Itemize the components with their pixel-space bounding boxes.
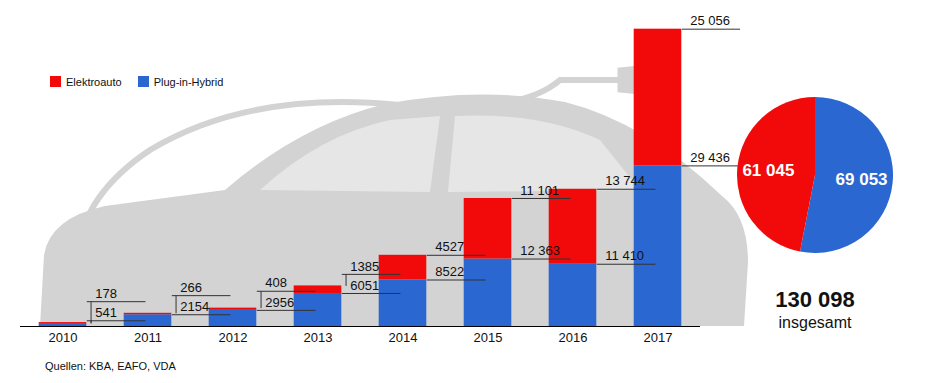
svg-text:69 053: 69 053 bbox=[836, 170, 888, 189]
html-text:Elektroauto: Elektroauto bbox=[66, 76, 122, 88]
svg-text:6051: 6051 bbox=[350, 278, 379, 293]
svg-text:13 744: 13 744 bbox=[605, 173, 645, 188]
svg-text:2012: 2012 bbox=[219, 330, 248, 345]
svg-text:2011: 2011 bbox=[134, 330, 162, 345]
svg-text:25 056: 25 056 bbox=[690, 13, 730, 28]
svg-text:2016: 2016 bbox=[559, 330, 588, 345]
svg-text:2956: 2956 bbox=[265, 295, 294, 310]
html-text:130 098: 130 098 bbox=[775, 287, 855, 312]
svg-text:2010: 2010 bbox=[49, 330, 78, 345]
html-text:Plug-in-Hybrid: Plug-in-Hybrid bbox=[153, 76, 224, 88]
svg-text:11 410: 11 410 bbox=[605, 248, 644, 263]
svg-text:541: 541 bbox=[95, 305, 117, 320]
svg-text:29 436: 29 436 bbox=[690, 150, 730, 165]
html-text:Quellen: KBA, EAFO, VDA: Quellen: KBA, EAFO, VDA bbox=[45, 360, 176, 372]
svg-text:1385: 1385 bbox=[350, 259, 379, 274]
svg-text:11 101: 11 101 bbox=[520, 183, 559, 198]
svg-text:61 045: 61 045 bbox=[742, 161, 794, 180]
svg-text:266: 266 bbox=[180, 280, 202, 295]
svg-text:2013: 2013 bbox=[304, 330, 333, 345]
svg-text:408: 408 bbox=[265, 275, 287, 290]
svg-text:2015: 2015 bbox=[474, 330, 503, 345]
svg-text:2017: 2017 bbox=[644, 330, 673, 345]
svg-text:2014: 2014 bbox=[389, 330, 418, 345]
svg-text:8522: 8522 bbox=[435, 264, 464, 279]
svg-text:2154: 2154 bbox=[180, 299, 209, 314]
svg-text:4527: 4527 bbox=[435, 239, 464, 254]
svg-text:178: 178 bbox=[95, 286, 117, 301]
html-text:insgesamt: insgesamt bbox=[778, 314, 852, 331]
svg-text:12 363: 12 363 bbox=[520, 243, 560, 258]
